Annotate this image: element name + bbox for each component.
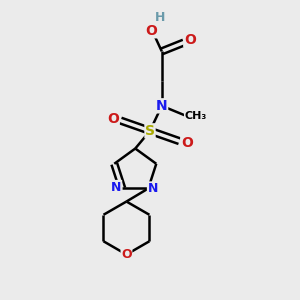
- Text: O: O: [121, 248, 132, 261]
- Text: N: N: [111, 181, 122, 194]
- Text: H: H: [155, 11, 166, 24]
- Text: O: O: [107, 112, 119, 126]
- Text: S: S: [145, 124, 155, 138]
- Text: O: O: [146, 24, 158, 38]
- Text: O: O: [181, 136, 193, 150]
- Text: N: N: [156, 99, 168, 113]
- Text: CH₃: CH₃: [184, 111, 207, 121]
- Text: N: N: [148, 182, 158, 195]
- Text: O: O: [184, 33, 196, 46]
